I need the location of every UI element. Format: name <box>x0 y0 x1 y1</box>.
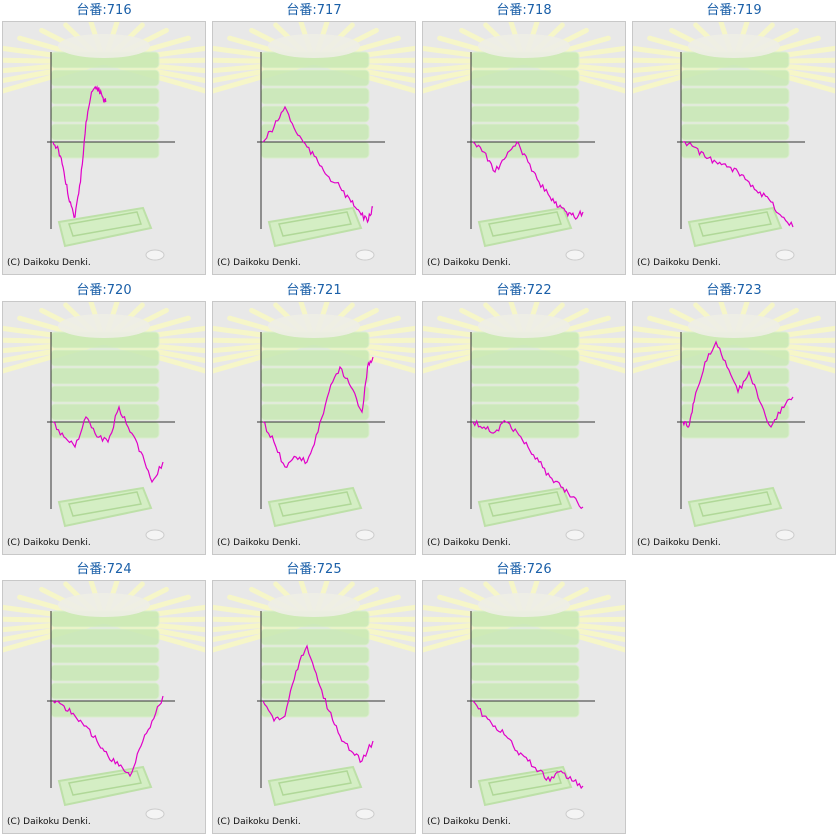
graph-series-line <box>262 356 374 468</box>
slot-machine-watermark <box>3 302 205 541</box>
slot-machine-watermark <box>3 581 205 820</box>
machine-number-title[interactable]: 台番:718 <box>496 3 552 18</box>
machine-number-title[interactable]: 台番:719 <box>706 3 762 18</box>
machine-number-title[interactable]: 台番:723 <box>706 283 762 298</box>
copyright-label: (C) Daikoku Denki. <box>7 538 91 548</box>
copyright-label: (C) Daikoku Denki. <box>427 538 511 548</box>
payout-graph <box>213 581 415 820</box>
graph-series-line <box>52 695 164 778</box>
machine-panel[interactable]: 台番:716 (C) Daikoku Denki. <box>2 0 206 276</box>
machine-panel[interactable]: 台番:718 (C) Daikoku Denki. <box>422 0 626 276</box>
payout-graph <box>423 302 625 541</box>
copyright-label: (C) Daikoku Denki. <box>427 817 511 827</box>
machine-panel[interactable]: 台番:726 (C) Daikoku Denki. <box>422 559 626 835</box>
machine-number-title[interactable]: 台番:717 <box>286 3 342 18</box>
slot-machine-watermark <box>213 581 415 820</box>
slot-machine-watermark <box>633 302 835 541</box>
graph-series-line <box>262 644 374 764</box>
slot-machine-watermark <box>423 581 625 820</box>
payout-graph <box>423 22 625 261</box>
machine-number-title[interactable]: 台番:726 <box>496 562 552 577</box>
graph-frame: (C) Daikoku Denki. <box>2 580 206 834</box>
copyright-label: (C) Daikoku Denki. <box>637 258 721 268</box>
graph-frame: (C) Daikoku Denki. <box>632 21 836 275</box>
graph-frame: (C) Daikoku Denki. <box>632 301 836 555</box>
machine-number-title[interactable]: 台番:716 <box>76 3 132 18</box>
graph-series-line <box>262 105 374 224</box>
machine-panel[interactable]: 台番:720 (C) Daikoku Denki. <box>2 280 206 556</box>
graph-frame: (C) Daikoku Denki. <box>212 580 416 834</box>
payout-graph <box>3 302 205 541</box>
graph-frame: (C) Daikoku Denki. <box>212 21 416 275</box>
payout-graph <box>3 22 205 261</box>
payout-graph <box>213 22 415 261</box>
graph-series-line <box>52 404 164 484</box>
copyright-label: (C) Daikoku Denki. <box>217 817 301 827</box>
slot-machine-watermark <box>3 22 205 261</box>
graph-series-line <box>52 85 107 219</box>
graph-series-line <box>682 141 794 228</box>
graph-frame: (C) Daikoku Denki. <box>2 21 206 275</box>
graph-frame: (C) Daikoku Denki. <box>422 21 626 275</box>
copyright-label: (C) Daikoku Denki. <box>427 258 511 268</box>
machine-number-title[interactable]: 台番:725 <box>286 562 342 577</box>
graph-frame: (C) Daikoku Denki. <box>212 301 416 555</box>
copyright-label: (C) Daikoku Denki. <box>217 538 301 548</box>
graph-frame: (C) Daikoku Denki. <box>422 301 626 555</box>
machine-number-title[interactable]: 台番:724 <box>76 562 132 577</box>
graph-series-line <box>682 340 794 429</box>
machine-number-title[interactable]: 台番:722 <box>496 283 552 298</box>
copyright-label: (C) Daikoku Denki. <box>217 258 301 268</box>
slot-machine-watermark <box>213 302 415 541</box>
slot-machine-watermark <box>633 22 835 261</box>
copyright-label: (C) Daikoku Denki. <box>7 817 91 827</box>
machine-panel[interactable]: 台番:719 (C) Daikoku Denki. <box>632 0 836 276</box>
payout-graph <box>3 581 205 820</box>
machine-number-title[interactable]: 台番:720 <box>76 283 132 298</box>
machine-panel[interactable]: 台番:725 (C) Daikoku Denki. <box>212 559 416 835</box>
slot-machine-watermark <box>423 302 625 541</box>
graph-frame: (C) Daikoku Denki. <box>2 301 206 555</box>
payout-graph <box>633 22 835 261</box>
payout-graph <box>633 302 835 541</box>
machine-number-title[interactable]: 台番:721 <box>286 283 342 298</box>
machine-panel[interactable]: 台番:721 (C) Daikoku Denki. <box>212 280 416 556</box>
copyright-label: (C) Daikoku Denki. <box>637 538 721 548</box>
machine-panel[interactable]: 台番:722 (C) Daikoku Denki. <box>422 280 626 556</box>
machine-panel[interactable]: 台番:717 (C) Daikoku Denki. <box>212 0 416 276</box>
graph-series-line <box>472 140 584 220</box>
copyright-label: (C) Daikoku Denki. <box>7 258 91 268</box>
machine-panel[interactable]: 台番:723 (C) Daikoku Denki. <box>632 280 836 556</box>
slot-machine-watermark <box>423 22 625 261</box>
machine-panel[interactable]: 台番:724 (C) Daikoku Denki. <box>2 559 206 835</box>
payout-graph <box>423 581 625 820</box>
slot-machine-watermark <box>213 22 415 261</box>
graph-series-line <box>472 419 584 510</box>
graph-frame: (C) Daikoku Denki. <box>422 580 626 834</box>
payout-graph <box>213 302 415 541</box>
graph-series-line <box>472 700 584 790</box>
